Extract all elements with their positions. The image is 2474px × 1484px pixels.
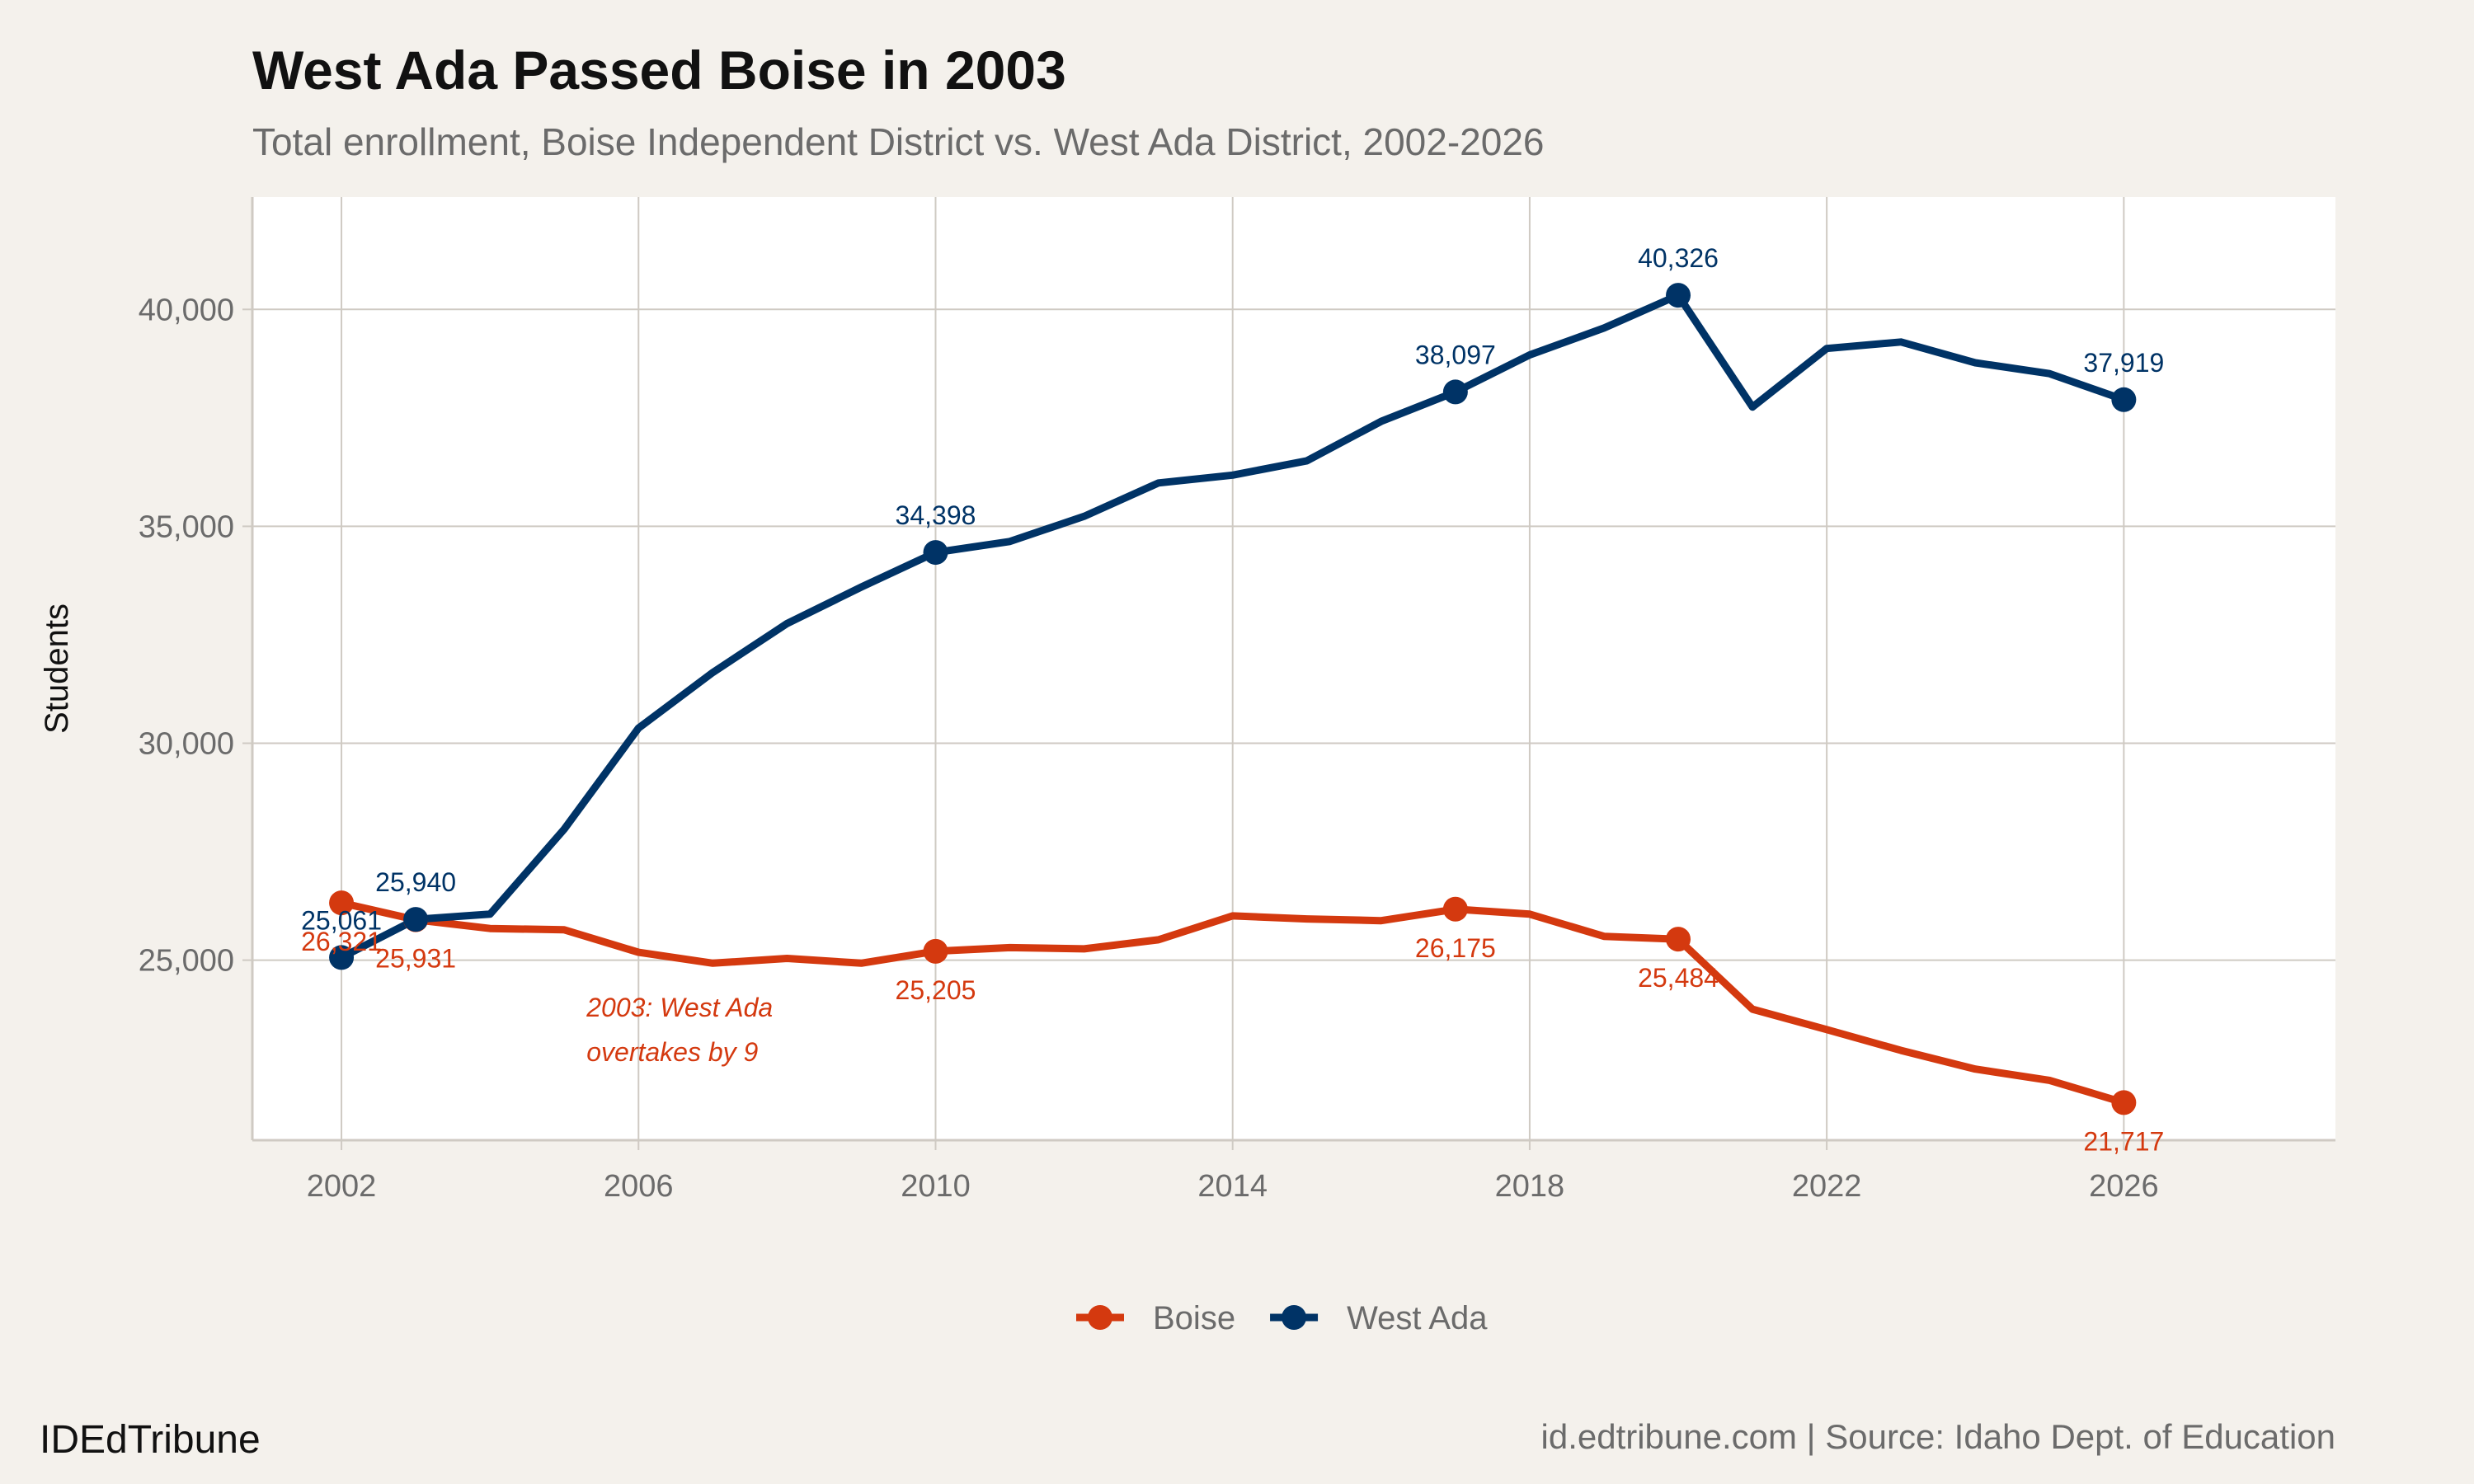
annotation-text: overtakes by 9 xyxy=(586,1037,758,1067)
west-ada-data-label: 37,919 xyxy=(2083,348,2164,378)
plot-panel xyxy=(252,197,2335,1140)
west-ada-point xyxy=(2111,387,2137,412)
west-ada-data-label: 40,326 xyxy=(1638,243,1719,273)
x-tick-label: 2002 xyxy=(307,1169,377,1204)
series-lines xyxy=(329,283,2137,1115)
y-axis-label: Students xyxy=(39,603,75,734)
annotation: 2003: West Ada overtakes by 9 xyxy=(586,993,773,1067)
boise-data-label: 25,484 xyxy=(1638,963,1719,993)
x-tick-label: 2022 xyxy=(1792,1169,1862,1204)
axes: 2002 2006 2010 2014 2018 2022 2026 25,000 30,000… xyxy=(139,197,2335,1204)
y-tick-label: 25,000 xyxy=(139,944,234,979)
boise-data-label: 25,931 xyxy=(375,944,456,974)
footer-source: id.edtribune.com | Source: Idaho Dept. o… xyxy=(1541,1417,2336,1456)
west-ada-data-label: 38,097 xyxy=(1415,340,1496,369)
y-tick-label: 40,000 xyxy=(139,293,234,327)
west-ada-legend-label: West Ada xyxy=(1347,1300,1488,1336)
boise-point xyxy=(1666,927,1691,952)
annotation-text: 2003: West Ada xyxy=(586,993,773,1022)
boise-legend-label: Boise xyxy=(1153,1300,1235,1336)
west-ada-data-label: 25,940 xyxy=(375,867,456,897)
boise-point xyxy=(329,890,355,916)
chart-title: West Ada Passed Boise in 2003 xyxy=(252,40,1066,101)
west-ada-point xyxy=(403,907,429,932)
boise-point xyxy=(923,938,948,964)
west-ada-data-label: 34,398 xyxy=(896,500,976,530)
x-tick-label: 2018 xyxy=(1495,1169,1565,1204)
boise-legend-marker xyxy=(1088,1305,1112,1330)
footer-brand: IDEdTribune xyxy=(40,1418,261,1462)
x-tick-label: 2006 xyxy=(604,1169,674,1204)
boise-point xyxy=(1442,896,1468,922)
boise-data-label: 21,717 xyxy=(2083,1126,2164,1156)
west-ada-point xyxy=(923,540,948,566)
west-ada-line xyxy=(340,291,2125,961)
y-tick-label: 35,000 xyxy=(139,510,234,544)
y-tick-label: 30,000 xyxy=(139,727,234,762)
x-tick-label: 2026 xyxy=(2089,1169,2159,1204)
west-ada-point xyxy=(329,945,355,970)
west-ada-point xyxy=(1442,379,1468,405)
boise-data-label: 25,205 xyxy=(896,975,976,1005)
west-ada-data-label: 25,061 xyxy=(301,905,382,935)
west-ada-point xyxy=(1666,283,1691,308)
boise-point xyxy=(2111,1090,2137,1115)
grid xyxy=(252,197,2335,1140)
west-ada-legend-marker xyxy=(1282,1305,1307,1330)
x-tick-label: 2014 xyxy=(1197,1169,1268,1204)
boise-data-label: 26,175 xyxy=(1415,933,1496,963)
chart-subtitle: Total enrollment, Boise Independent Dist… xyxy=(252,120,1545,163)
x-tick-label: 2010 xyxy=(901,1169,971,1204)
boise-line xyxy=(341,899,2125,1106)
boise-data-label: 26,321 xyxy=(301,927,382,956)
legend: Boise West Ada xyxy=(1076,1300,1488,1336)
